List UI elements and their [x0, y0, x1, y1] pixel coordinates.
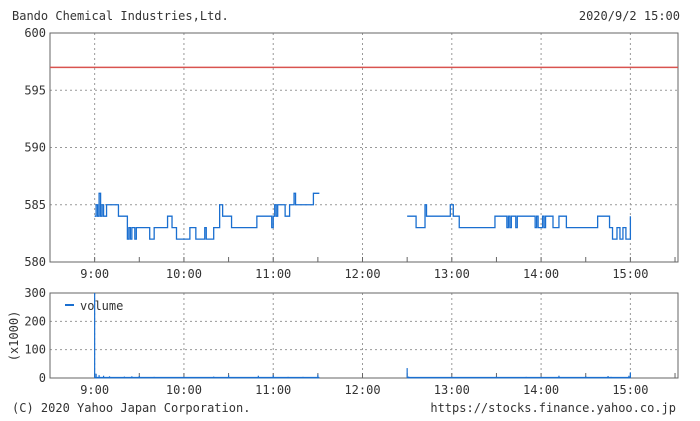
price-line-segment-1: [94, 192, 320, 240]
price-x-tick-label: 12:00: [344, 267, 380, 281]
price-x-tick-label: 9:00: [80, 267, 109, 281]
volume-y-tick-label: 0: [39, 371, 46, 385]
volume-x-tick-label: 12:00: [344, 383, 380, 397]
chart-datetime: 2020/9/2 15:00: [578, 9, 680, 23]
price-line-segment-2: [407, 204, 632, 240]
volume-y-axis-label: (x1000): [7, 311, 21, 362]
source-url[interactable]: https://stocks.finance.yahoo.co.jp: [430, 401, 676, 415]
volume-x-tick-label: 9:00: [80, 383, 109, 397]
volume-x-tick-label: 13:00: [434, 383, 470, 397]
price-y-tick-label: 600: [24, 26, 46, 40]
volume-y-tick-label: 100: [24, 343, 46, 357]
price-y-tick-label: 590: [24, 141, 46, 155]
volume-x-tick-label: 14:00: [523, 383, 559, 397]
price-plot-frame: [49, 32, 679, 263]
volume-plot-frame: [49, 292, 679, 379]
price-y-tick-label: 580: [24, 255, 46, 269]
volume-y-tick-label: 300: [24, 286, 46, 300]
price-x-tick-label: 14:00: [523, 267, 559, 281]
price-y-tick-label: 585: [24, 198, 46, 212]
copyright: (C) 2020 Yahoo Japan Corporation.: [12, 401, 251, 415]
volume-y-tick-label: 200: [24, 314, 46, 328]
price-x-tick-label: 10:00: [166, 267, 202, 281]
price-x-tick-label: 13:00: [434, 267, 470, 281]
price-y-tick-label: 595: [24, 83, 46, 97]
volume-x-tick-label: 11:00: [255, 383, 291, 397]
price-x-tick-label: 15:00: [612, 267, 648, 281]
price-x-tick-label: 11:00: [255, 267, 291, 281]
chart-title: Bando Chemical Industries,Ltd.: [12, 9, 229, 23]
volume-x-tick-label: 10:00: [166, 383, 202, 397]
volume-legend-label: volume: [80, 299, 123, 313]
volume-x-tick-label: 15:00: [612, 383, 648, 397]
